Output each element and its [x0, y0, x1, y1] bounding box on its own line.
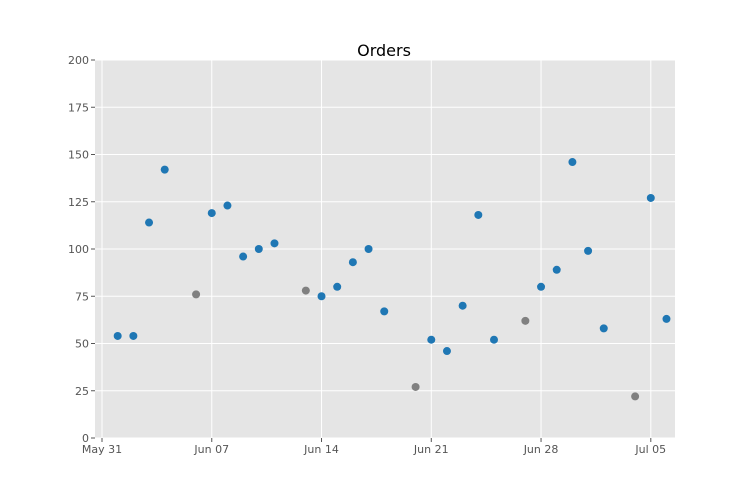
x-tick-label: Jun 14	[303, 443, 339, 456]
grid-lines	[95, 59, 675, 439]
data-point	[631, 392, 640, 401]
x-tick-label: Jun 07	[193, 443, 229, 456]
data-point	[113, 331, 122, 340]
y-axis-ticks: 0 25 50 75 100 125 150 175 200	[68, 54, 95, 445]
data-point	[411, 382, 420, 391]
data-point	[301, 286, 310, 295]
data-points	[113, 158, 671, 401]
data-point	[380, 307, 389, 316]
y-tick-label: 175	[68, 101, 89, 114]
data-point	[662, 314, 671, 323]
data-point	[552, 265, 561, 274]
data-point	[348, 258, 357, 267]
y-tick-label: 75	[75, 290, 89, 303]
data-point	[458, 301, 467, 310]
x-tick-label: Jul 05	[634, 443, 666, 456]
data-point	[584, 246, 593, 255]
data-point	[427, 335, 436, 344]
x-tick-label: May 31	[82, 443, 122, 456]
x-tick-label: Jun 21	[413, 443, 449, 456]
y-tick-label: 125	[68, 196, 89, 209]
data-point	[442, 347, 451, 356]
data-point	[317, 292, 326, 301]
y-tick-label: 25	[75, 385, 89, 398]
data-point	[537, 282, 546, 291]
data-point	[490, 335, 498, 344]
y-tick-label: 50	[75, 338, 89, 351]
data-point	[207, 209, 216, 218]
data-point	[239, 252, 248, 261]
data-point	[333, 282, 342, 291]
data-point	[599, 324, 608, 333]
x-axis-ticks: May 31 Jun 07 Jun 14 Jun 21 Jun 28 Jul 05	[82, 438, 666, 456]
y-tick-label: 150	[68, 149, 89, 162]
data-point	[145, 218, 154, 227]
chart-title: Orders	[357, 41, 411, 60]
data-point	[364, 245, 373, 253]
y-tick-label: 100	[68, 243, 89, 256]
y-tick-label: 0	[82, 432, 89, 445]
x-tick-label: Jun 28	[523, 443, 559, 456]
data-point	[521, 316, 530, 325]
data-point	[192, 290, 201, 299]
data-point	[160, 165, 169, 174]
data-point	[254, 245, 263, 253]
data-point	[568, 158, 577, 167]
data-point	[223, 201, 232, 210]
y-tick-label: 200	[68, 54, 89, 67]
data-point	[129, 331, 138, 340]
data-point	[270, 239, 279, 248]
data-point	[646, 193, 655, 202]
data-point	[474, 210, 483, 219]
